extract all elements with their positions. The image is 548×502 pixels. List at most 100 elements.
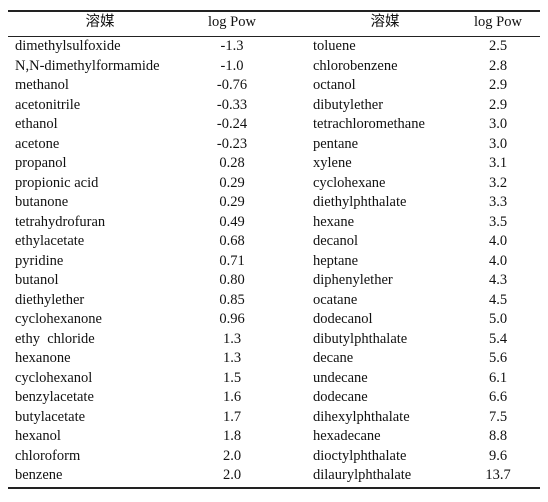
log-pow-value: -0.24: [216, 116, 248, 132]
log-pow-value: 4.0: [488, 252, 508, 269]
solvent-name: chlorobenzene: [313, 57, 398, 74]
log-pow-value: 0.80: [219, 272, 245, 288]
log-pow-value: 2.9: [488, 77, 508, 93]
solvent-name: diphenylether: [313, 272, 393, 288]
log-pow-value: 1.8: [222, 428, 242, 444]
solvent-name: propanol: [15, 155, 67, 171]
column-header: log Pow: [208, 14, 256, 30]
solvent-name: tetrachloromethane: [313, 116, 425, 132]
solvent-name: ethy chloride: [15, 330, 95, 347]
solvent-name: ethylacetate: [15, 233, 85, 249]
solvent-name: dioctylphthalate: [313, 447, 407, 464]
log-pow-value: 0.29: [219, 174, 245, 191]
log-pow-value: 5.6: [488, 350, 508, 366]
solvent-name: hexane: [313, 213, 355, 230]
solvent-name: octanol: [313, 77, 356, 93]
log-pow-value: 2.9: [488, 96, 508, 113]
log-pow-value: -0.33: [216, 96, 248, 113]
log-pow-value: 3.0: [488, 116, 508, 132]
log-pow-value: 4.0: [488, 233, 508, 249]
column-header: log Pow: [474, 14, 522, 30]
solvent-name: pentane: [313, 135, 359, 152]
solvent-name: cyclohexane: [313, 174, 386, 191]
solvent-name: butanone: [15, 194, 69, 210]
top-rule: [8, 10, 540, 12]
log-pow-value: 8.8: [488, 428, 508, 444]
log-pow-value: -1.0: [220, 57, 244, 74]
solvent-name: acetonitrile: [15, 96, 81, 113]
solvent-name: heptane: [313, 252, 359, 269]
log-pow-value: 4.5: [488, 291, 508, 308]
log-pow-value: 6.6: [488, 389, 508, 405]
log-pow-value: 5.0: [488, 311, 508, 327]
log-pow-value: 7.5: [488, 408, 508, 425]
log-pow-value: 0.29: [219, 194, 245, 210]
bottom-rule: [8, 487, 540, 489]
solvent-name: ethanol: [15, 116, 58, 132]
solvent-name: dilaurylphthalate: [313, 467, 412, 483]
log-pow-value: 2.0: [222, 467, 242, 483]
solvent-name: chloroform: [15, 447, 81, 464]
log-pow-value: 4.3: [488, 272, 508, 288]
solvent-name: acetone: [15, 135, 60, 152]
solvent-name: dimethylsulfoxide: [15, 38, 121, 54]
log-pow-value: 5.4: [488, 330, 508, 347]
log-pow-value: 1.3: [222, 330, 242, 347]
log-pow-value: 3.2: [488, 174, 508, 191]
solvent-name: benzene: [15, 467, 63, 483]
solvent-name: dibutylether: [313, 96, 384, 113]
log-pow-value: 2.0: [222, 447, 242, 464]
log-pow-value: 0.71: [219, 252, 245, 269]
log-pow-value: 1.3: [222, 350, 242, 366]
solvent-name: decanol: [313, 233, 359, 249]
log-pow-value: 3.5: [488, 213, 508, 230]
log-pow-value: -1.3: [220, 38, 244, 54]
solvent-name: cyclohexanone: [15, 311, 102, 327]
solvent-name: dodecane: [313, 389, 368, 405]
solvent-name: propionic acid: [15, 174, 99, 191]
log-pow-value: 3.1: [488, 155, 508, 171]
log-pow-value: 2.8: [488, 57, 508, 74]
log-pow-value: 1.5: [222, 369, 242, 386]
solvent-name: undecane: [313, 369, 368, 386]
solvent-name: tetrahydrofuran: [15, 213, 106, 230]
log-pow-value: 3.0: [488, 135, 508, 152]
solvent-name: butylacetate: [15, 408, 86, 425]
log-pow-value: 0.49: [219, 213, 245, 230]
log-pow-value: 0.68: [219, 233, 245, 249]
log-pow-value: 0.28: [219, 155, 245, 171]
solvent-name: dodecanol: [313, 311, 373, 327]
solvent-name: diethylphthalate: [313, 194, 407, 210]
solvent-name: hexadecane: [313, 428, 381, 444]
log-pow-value: -0.23: [216, 135, 248, 152]
log-pow-value: 13.7: [485, 467, 511, 483]
solvent-name: toluene: [313, 38, 356, 54]
log-pow-value: 0.85: [219, 291, 245, 308]
log-pow-value: 1.7: [222, 408, 242, 425]
solvent-name: xylene: [313, 155, 352, 171]
solvent-name: diethylether: [15, 291, 85, 308]
log-pow-value: 2.5: [488, 38, 508, 54]
log-pow-value: 6.1: [488, 369, 508, 386]
log-pow-value: 3.3: [488, 194, 508, 210]
solvent-name: hexanone: [15, 350, 71, 366]
solvent-name: decane: [313, 350, 354, 366]
log-pow-value: 1.6: [222, 389, 242, 405]
log-pow-value: 0.96: [219, 311, 245, 327]
solvent-name: cyclohexanol: [15, 369, 93, 386]
column-header: 溶媒: [85, 14, 115, 30]
log-pow-value: -0.76: [216, 77, 248, 93]
solvent-name: dibutylphthalate: [313, 330, 408, 347]
column-header: 溶媒: [370, 14, 400, 30]
log-pow-value: 9.6: [488, 447, 508, 464]
solvent-name: methanol: [15, 77, 69, 93]
solvent-name: pyridine: [15, 252, 64, 269]
solvent-name: N,N-dimethylformamide: [15, 57, 160, 74]
solvent-name: benzylacetate: [15, 389, 94, 405]
solvent-name: butanol: [15, 272, 59, 288]
solvent-name: dihexylphthalate: [313, 408, 410, 425]
solvent-name: ocatane: [313, 291, 358, 308]
solvent-name: hexanol: [15, 428, 61, 444]
header-rule: [8, 36, 540, 37]
